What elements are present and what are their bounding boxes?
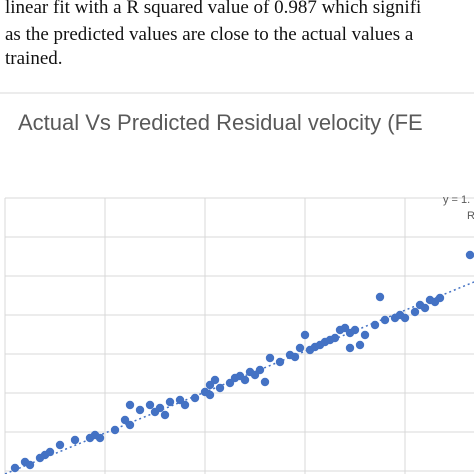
point bbox=[95, 433, 105, 443]
point bbox=[375, 292, 385, 302]
point bbox=[190, 393, 200, 403]
point bbox=[145, 400, 155, 410]
chart-frame bbox=[0, 92, 474, 94]
point bbox=[205, 390, 215, 400]
paper-line: linear fit with a R squared value of 0.9… bbox=[5, 0, 421, 18]
chart-title: Actual Vs Predicted Residual velocity (F… bbox=[18, 110, 423, 135]
point bbox=[135, 405, 145, 415]
point bbox=[25, 460, 35, 470]
point bbox=[295, 343, 305, 353]
point bbox=[70, 435, 80, 445]
point bbox=[420, 303, 430, 313]
point bbox=[210, 375, 220, 385]
paper-line: trained. bbox=[5, 48, 63, 69]
point bbox=[345, 343, 355, 353]
point bbox=[160, 410, 170, 420]
point bbox=[465, 250, 474, 260]
point bbox=[355, 340, 365, 350]
point bbox=[260, 377, 270, 387]
point bbox=[435, 293, 445, 303]
point bbox=[215, 383, 225, 393]
point bbox=[330, 333, 340, 343]
point bbox=[180, 400, 190, 410]
trendline-equation: y = 1. bbox=[443, 194, 470, 206]
r-squared: R bbox=[467, 210, 474, 222]
point bbox=[400, 313, 410, 323]
point bbox=[10, 463, 20, 473]
point bbox=[265, 353, 275, 363]
point bbox=[360, 330, 370, 340]
point bbox=[155, 403, 165, 413]
plot-area bbox=[4, 197, 474, 474]
point bbox=[300, 330, 310, 340]
paper-line: as the predicted values are close to the… bbox=[5, 24, 414, 45]
point bbox=[370, 320, 380, 330]
point bbox=[240, 375, 250, 385]
point bbox=[165, 397, 175, 407]
point bbox=[380, 315, 390, 325]
point bbox=[125, 420, 135, 430]
point bbox=[55, 440, 65, 450]
point bbox=[410, 307, 420, 317]
point bbox=[125, 400, 135, 410]
